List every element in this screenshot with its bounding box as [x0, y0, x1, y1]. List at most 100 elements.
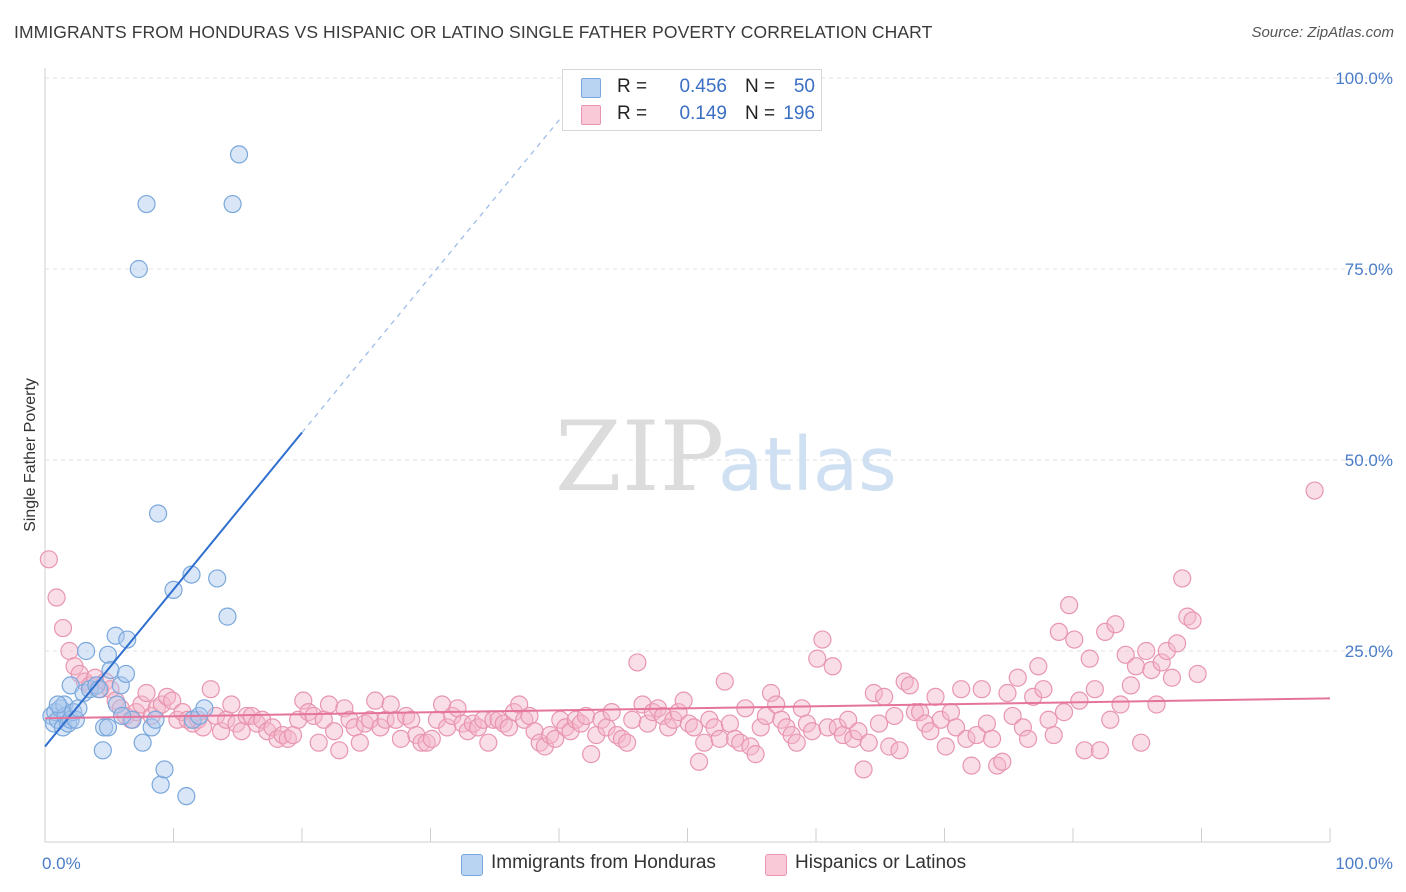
data-point: [208, 569, 227, 588]
source-label: Source: ZipAtlas.com: [1251, 24, 1394, 41]
data-point: [1018, 729, 1038, 748]
data-point: [1116, 645, 1135, 664]
data-point: [422, 729, 441, 748]
data-point: [116, 664, 136, 684]
data-point: [146, 710, 165, 729]
data-point: [623, 710, 642, 729]
data-point: [386, 710, 405, 729]
y-tick-label: 25.0%: [1345, 642, 1393, 661]
data-point: [638, 714, 657, 733]
data-point: [148, 504, 168, 523]
data-point: [1044, 725, 1063, 745]
data-point: [962, 756, 981, 775]
legend-r-value: 0.456: [679, 76, 727, 97]
legend-r-label: R =: [617, 103, 648, 124]
data-point: [946, 718, 966, 737]
data-point: [1013, 718, 1032, 737]
data-point: [1188, 664, 1207, 684]
data-point: [1054, 703, 1074, 722]
data-point: [674, 691, 693, 710]
data-point: [133, 733, 152, 752]
watermark: ZIP atlas: [555, 401, 897, 513]
data-point: [1167, 634, 1187, 653]
data-point: [263, 718, 282, 737]
data-point: [546, 729, 565, 748]
data-point: [448, 699, 467, 718]
data-point: [1090, 741, 1110, 760]
data-point: [751, 718, 770, 737]
data-point: [864, 683, 883, 703]
data-point: [957, 729, 976, 748]
data-point: [39, 550, 58, 569]
data-point: [229, 145, 249, 164]
bottom-legend-label-pink: Hispanics or Latinos: [795, 852, 967, 873]
data-point: [118, 630, 137, 649]
data-point: [101, 660, 120, 680]
data-point: [350, 733, 369, 752]
data-point: [787, 733, 806, 752]
data-point: [993, 752, 1012, 771]
data-point: [715, 672, 734, 691]
data-point: [849, 722, 868, 741]
data-point: [48, 695, 67, 714]
data-point: [132, 695, 151, 714]
data-point: [854, 760, 873, 779]
data-point: [921, 722, 940, 741]
data-point: [366, 691, 385, 710]
data-point: [1029, 657, 1048, 676]
data-point: [195, 699, 214, 718]
data-point: [98, 645, 118, 664]
data-point: [535, 737, 554, 756]
data-point: [936, 737, 955, 756]
data-point: [1034, 680, 1053, 699]
data-point: [746, 745, 765, 764]
data-point: [283, 725, 303, 745]
data-point: [767, 695, 786, 714]
data-point: [1039, 710, 1058, 729]
axes: [44, 68, 1331, 843]
data-point: [177, 787, 196, 806]
data-point: [1132, 733, 1151, 752]
chart-title: IMMIGRANTS FROM HONDURAS VS HISPANIC OR …: [14, 22, 933, 42]
data-point: [47, 588, 66, 607]
data-point: [1173, 569, 1192, 588]
data-point: [561, 722, 580, 741]
data-point: [98, 718, 118, 737]
bottom-legend: Immigrants from Honduras Hispanics or La…: [0, 851, 1406, 877]
data-point: [808, 649, 827, 668]
legend-r-label: R =: [617, 76, 648, 97]
blue-series-points: [42, 145, 249, 806]
data-point: [201, 680, 220, 699]
data-point: [294, 691, 313, 710]
data-point: [402, 710, 421, 729]
data-point: [151, 775, 170, 794]
data-point: [910, 703, 930, 722]
data-point: [1003, 706, 1022, 726]
data-point: [93, 741, 112, 760]
data-point: [792, 699, 811, 718]
data-point: [695, 733, 714, 752]
bottom-legend-swatch-pink: [765, 854, 787, 876]
data-point: [941, 703, 961, 722]
data-point: [705, 718, 724, 737]
bottom-legend-label-blue: Immigrants from Honduras: [491, 852, 716, 873]
y-tick-label: 75.0%: [1345, 260, 1393, 279]
data-point: [211, 722, 231, 741]
data-point: [95, 718, 114, 737]
data-point: [905, 703, 925, 722]
pink-series-points: [39, 481, 1324, 779]
y-tick-label: 50.0%: [1345, 451, 1393, 470]
data-point: [112, 706, 132, 726]
data-point: [823, 657, 842, 676]
data-point: [977, 714, 997, 733]
data-point: [684, 718, 704, 737]
data-point: [123, 710, 142, 729]
data-point: [222, 695, 241, 714]
data-point: [325, 722, 344, 741]
data-point: [1070, 691, 1089, 710]
data-point: [1162, 668, 1182, 687]
data-point: [1085, 680, 1104, 699]
bottom-legend-swatch-blue: [461, 854, 483, 876]
data-point: [1157, 641, 1176, 661]
